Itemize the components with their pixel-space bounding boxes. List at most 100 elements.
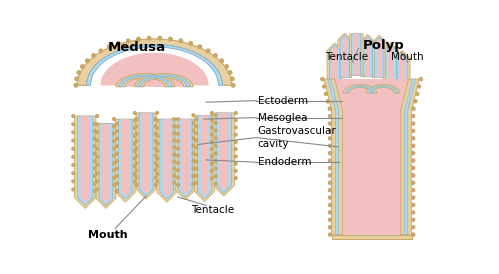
Circle shape bbox=[235, 119, 237, 122]
Circle shape bbox=[116, 190, 119, 192]
Polygon shape bbox=[163, 119, 171, 196]
Circle shape bbox=[116, 160, 119, 162]
Circle shape bbox=[113, 125, 115, 128]
Circle shape bbox=[414, 100, 417, 103]
Text: Medusa: Medusa bbox=[108, 41, 166, 54]
Text: Ectoderm: Ectoderm bbox=[257, 96, 308, 106]
Polygon shape bbox=[383, 43, 399, 81]
Polygon shape bbox=[74, 116, 96, 209]
Circle shape bbox=[179, 39, 183, 43]
Circle shape bbox=[328, 233, 331, 236]
Polygon shape bbox=[178, 119, 192, 197]
Circle shape bbox=[211, 177, 213, 179]
Circle shape bbox=[192, 137, 195, 139]
Circle shape bbox=[412, 218, 415, 221]
Circle shape bbox=[177, 176, 179, 179]
Circle shape bbox=[156, 119, 159, 122]
Circle shape bbox=[192, 175, 195, 178]
Circle shape bbox=[173, 175, 176, 177]
Polygon shape bbox=[369, 86, 398, 93]
Polygon shape bbox=[138, 75, 190, 87]
Circle shape bbox=[328, 137, 331, 140]
Circle shape bbox=[173, 139, 176, 142]
Polygon shape bbox=[182, 119, 189, 194]
Polygon shape bbox=[118, 119, 132, 199]
Circle shape bbox=[173, 181, 176, 184]
Circle shape bbox=[195, 146, 198, 149]
Circle shape bbox=[328, 166, 331, 170]
Circle shape bbox=[412, 233, 415, 236]
Circle shape bbox=[195, 132, 198, 135]
Circle shape bbox=[412, 129, 415, 132]
Circle shape bbox=[328, 189, 331, 192]
Circle shape bbox=[116, 145, 119, 147]
Polygon shape bbox=[125, 78, 165, 87]
Circle shape bbox=[72, 164, 75, 166]
Circle shape bbox=[135, 162, 138, 164]
Circle shape bbox=[135, 118, 138, 121]
Circle shape bbox=[154, 184, 157, 186]
Polygon shape bbox=[327, 43, 342, 83]
Circle shape bbox=[214, 144, 217, 147]
Circle shape bbox=[412, 144, 415, 147]
Polygon shape bbox=[138, 75, 190, 87]
Circle shape bbox=[214, 167, 217, 170]
Text: Mouth: Mouth bbox=[88, 230, 127, 240]
Circle shape bbox=[137, 37, 140, 41]
Circle shape bbox=[156, 135, 159, 137]
Circle shape bbox=[195, 167, 198, 170]
Circle shape bbox=[220, 59, 224, 62]
Circle shape bbox=[412, 107, 415, 110]
Circle shape bbox=[93, 122, 96, 125]
Circle shape bbox=[195, 153, 198, 156]
Circle shape bbox=[195, 160, 198, 163]
Circle shape bbox=[235, 141, 237, 143]
Polygon shape bbox=[101, 53, 209, 85]
Circle shape bbox=[192, 152, 195, 155]
Circle shape bbox=[93, 160, 96, 162]
Polygon shape bbox=[397, 53, 408, 85]
Circle shape bbox=[189, 42, 193, 45]
Circle shape bbox=[116, 137, 119, 140]
Circle shape bbox=[211, 141, 213, 143]
Text: Mesoglea: Mesoglea bbox=[257, 113, 307, 122]
Circle shape bbox=[214, 175, 217, 178]
Circle shape bbox=[96, 188, 98, 191]
Polygon shape bbox=[352, 30, 361, 75]
Circle shape bbox=[72, 180, 75, 183]
Circle shape bbox=[412, 166, 415, 170]
Circle shape bbox=[116, 152, 119, 155]
Text: Tentacle: Tentacle bbox=[191, 205, 234, 215]
Circle shape bbox=[328, 174, 331, 177]
Polygon shape bbox=[386, 45, 396, 81]
Polygon shape bbox=[80, 116, 90, 202]
Circle shape bbox=[133, 173, 136, 175]
Polygon shape bbox=[324, 79, 342, 235]
Polygon shape bbox=[77, 116, 93, 205]
Circle shape bbox=[113, 140, 115, 142]
Circle shape bbox=[412, 174, 415, 177]
Circle shape bbox=[195, 125, 198, 128]
Polygon shape bbox=[343, 84, 377, 93]
Circle shape bbox=[328, 196, 331, 199]
Circle shape bbox=[211, 133, 213, 136]
Circle shape bbox=[235, 177, 237, 179]
Polygon shape bbox=[116, 74, 175, 87]
Circle shape bbox=[177, 147, 179, 150]
Circle shape bbox=[169, 37, 172, 41]
Polygon shape bbox=[77, 39, 232, 85]
Circle shape bbox=[195, 118, 198, 121]
Circle shape bbox=[419, 78, 423, 81]
Circle shape bbox=[235, 155, 237, 158]
Circle shape bbox=[113, 184, 115, 186]
Circle shape bbox=[214, 152, 217, 155]
Polygon shape bbox=[366, 84, 400, 93]
Circle shape bbox=[154, 125, 157, 128]
Circle shape bbox=[211, 112, 213, 114]
Circle shape bbox=[116, 175, 119, 177]
Circle shape bbox=[192, 121, 195, 124]
Circle shape bbox=[173, 132, 176, 135]
Circle shape bbox=[412, 152, 415, 155]
Circle shape bbox=[72, 131, 75, 134]
Circle shape bbox=[72, 147, 75, 150]
